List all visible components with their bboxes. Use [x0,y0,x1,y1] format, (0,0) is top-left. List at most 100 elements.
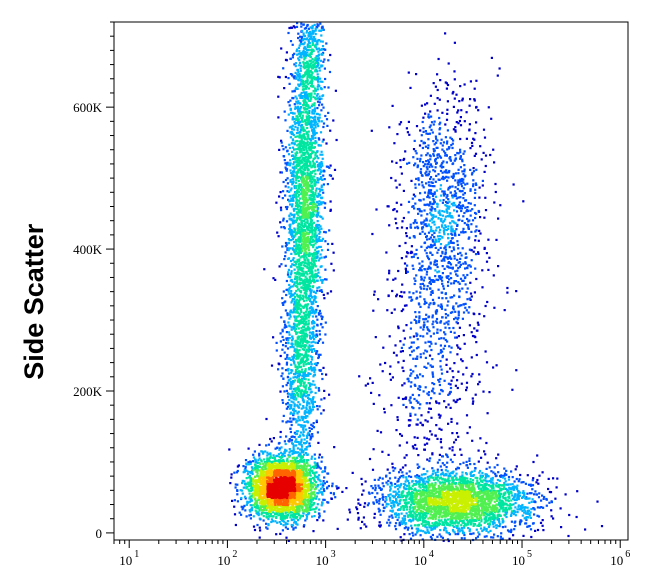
scatter-point [482,528,485,531]
scatter-point [423,232,427,235]
scatter-point [303,52,306,55]
scatter-point [293,307,296,310]
scatter-point [505,506,508,509]
scatter-point [441,201,444,204]
scatter-point [410,524,413,527]
scatter-point [312,422,315,425]
scatter-point [498,479,501,482]
scatter-point [454,222,457,225]
scatter-point [477,523,481,526]
scatter-point [402,476,405,479]
scatter-point [498,67,501,70]
scatter-point [320,504,323,507]
scatter-point [306,43,309,46]
scatter-point [301,361,304,364]
scatter-point [516,488,519,491]
scatter-point [294,324,297,327]
scatter-point [311,350,314,353]
scatter-point [391,160,394,163]
scatter-point [456,240,459,243]
scatter-point [297,52,300,55]
scatter-point [306,45,310,48]
scatter-point [439,275,442,278]
scatter-point [293,230,296,234]
scatter-point [320,185,323,189]
scatter-point [449,272,452,275]
scatter-point [490,56,493,59]
scatter-point [295,522,298,525]
scatter-point [372,501,375,504]
scatter-point [415,399,418,402]
scatter-point [244,482,247,485]
scatter-point [311,112,314,115]
scatter-point [300,389,303,392]
scatter-point [405,476,408,479]
scatter-point [449,474,452,477]
scatter-point [288,231,291,234]
scatter-point [316,80,320,83]
scatter-point [456,353,459,356]
scatter-point [435,278,438,281]
scatter-point [240,505,243,508]
scatter-point [308,95,311,98]
scatter-point [297,327,300,330]
scatter-point [315,181,318,184]
scatter-point [480,158,483,161]
scatter-point [441,455,444,458]
scatter-point [316,334,319,337]
scatter-point [289,169,292,172]
scatter-point [440,473,443,476]
scatter-point [502,487,505,491]
scatter-point [316,274,319,277]
scatter-point [422,318,425,321]
scatter-point [462,181,465,184]
scatter-point [430,528,433,532]
scatter-point [320,289,323,292]
scatter-point [311,32,314,35]
scatter-point [401,384,404,387]
scatter-point [357,502,360,505]
scatter-point [426,168,429,171]
scatter-point [423,209,426,212]
scatter-point [302,426,305,430]
scatter-point [455,467,458,471]
scatter-point [441,175,445,178]
scatter-point [415,152,418,155]
scatter-point [413,436,416,439]
scatter-point [399,468,402,471]
scatter-point [458,282,461,285]
scatter-point [297,32,300,35]
scatter-point [297,440,300,444]
scatter-point [483,246,486,249]
scatter-point [282,148,285,151]
scatter-point [321,217,324,220]
scatter-point [391,494,394,497]
scatter-point [312,141,315,144]
scatter-point [441,148,444,151]
scatter-point [477,449,480,452]
scatter-point [436,468,439,471]
scatter-point [313,23,316,26]
scatter-point [501,517,504,520]
scatter-point [465,309,468,312]
scatter-point [499,538,502,541]
scatter-point [449,257,452,260]
scatter-point [390,404,393,407]
scatter-point [298,136,301,139]
scatter-point [420,529,423,532]
scatter-point [445,204,448,208]
scatter-point [317,181,320,184]
scatter-point [409,412,412,415]
scatter-point [236,469,239,473]
scatter-point [504,480,507,483]
scatter-point [470,173,474,176]
scatter-point [452,139,455,142]
scatter-point [436,139,439,142]
scatter-point [390,311,393,314]
scatter-point [318,389,321,392]
scatter-point [451,216,454,219]
scatter-point [468,324,471,327]
scatter-point [296,370,299,374]
scatter-point [446,112,449,115]
scatter-point [473,98,476,101]
